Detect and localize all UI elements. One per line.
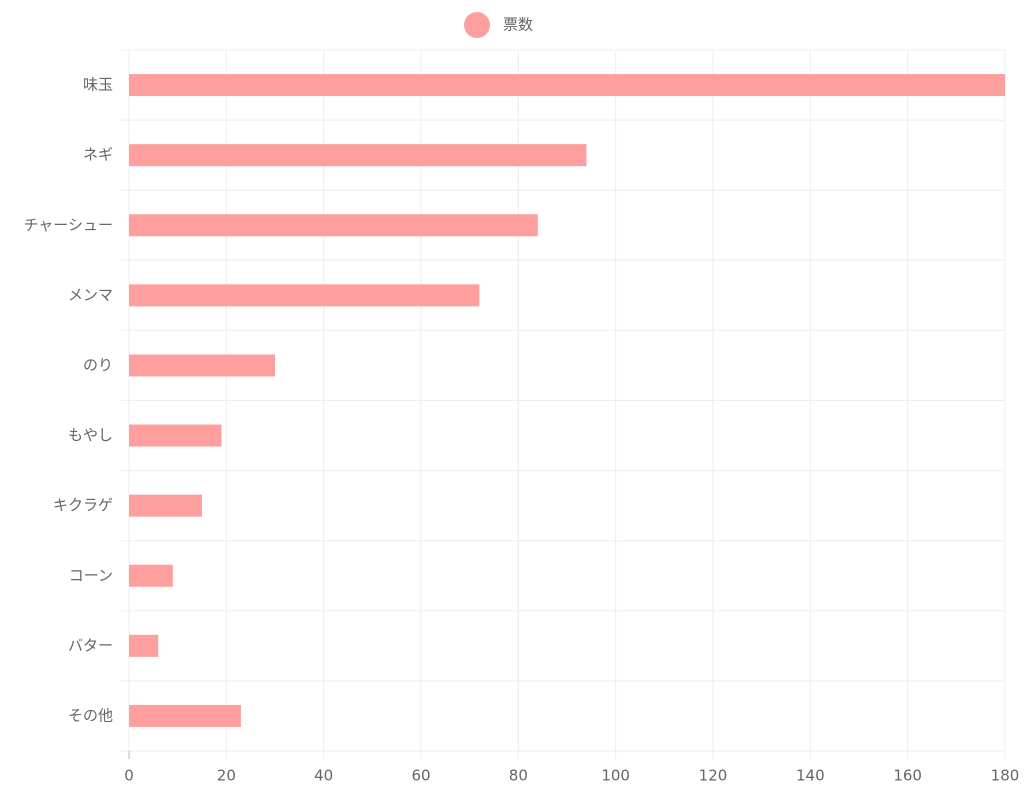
y-tick-label: キクラゲ (53, 496, 113, 514)
x-tick-label: 120 (699, 767, 728, 785)
y-tick-label: もやし (68, 426, 113, 444)
x-tick-label: 20 (217, 767, 236, 785)
x-tick-label: 180 (991, 767, 1020, 785)
x-tick-label: 80 (509, 767, 528, 785)
bar (129, 74, 1005, 97)
legend-swatch (464, 12, 490, 38)
y-tick-label: バター (68, 636, 113, 654)
y-tick-label: 味玉 (83, 76, 113, 94)
legend-label: 票数 (503, 16, 533, 34)
bar (129, 144, 587, 167)
x-tick-label: 40 (314, 767, 333, 785)
x-tick-label: 100 (601, 767, 630, 785)
x-tick-label: 160 (893, 767, 922, 785)
bar (129, 564, 173, 587)
bar (129, 214, 538, 237)
x-tick-label: 0 (124, 767, 134, 785)
bar (129, 634, 159, 657)
x-tick-label: 60 (411, 767, 430, 785)
y-tick-label: のり (83, 356, 113, 374)
bar (129, 284, 480, 307)
y-tick-label: メンマ (68, 286, 113, 304)
bar (129, 704, 241, 727)
y-tick-label: チャーシュー (23, 216, 113, 234)
bar (129, 354, 275, 377)
bar (129, 494, 202, 517)
x-tick-label: 140 (796, 767, 825, 785)
y-tick-label: コーン (69, 566, 113, 584)
bar (129, 424, 222, 447)
y-tick-label: その他 (68, 706, 113, 724)
y-tick-label: ネギ (83, 146, 113, 164)
